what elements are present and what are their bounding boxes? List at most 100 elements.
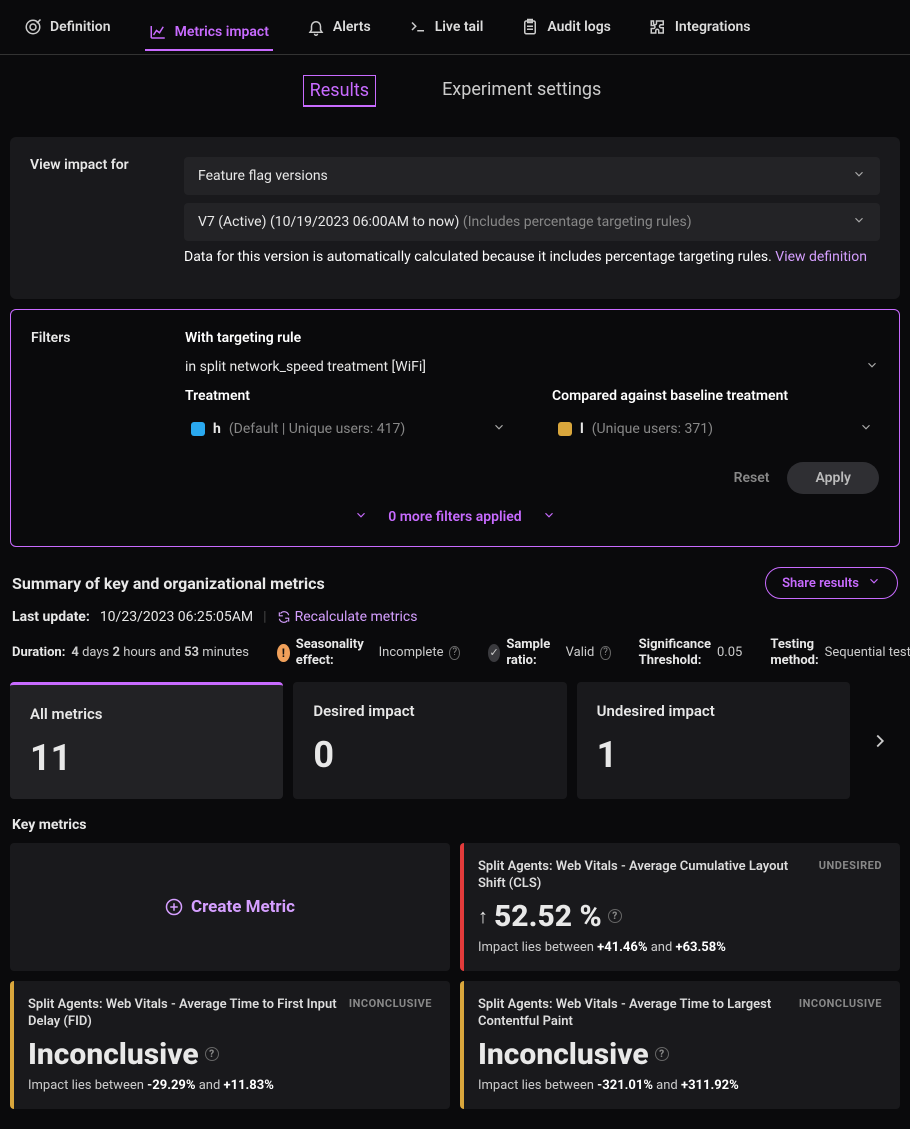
rule-value: in split network_speed treatment [WiFi] [185, 359, 426, 375]
help-icon[interactable]: ? [205, 1047, 219, 1061]
stat-label: Desired impact [313, 702, 546, 720]
help-icon[interactable]: ? [449, 646, 459, 660]
top-tabs: Definition Metrics impact Alerts Live ta… [0, 0, 910, 55]
range-low: -321.01% [597, 1078, 653, 1093]
range-mid: and [653, 1078, 681, 1093]
tab-live-tail[interactable]: Live tail [405, 10, 488, 44]
seasonality-group: ! Seasonality effect: Incomplete ? [277, 637, 460, 668]
tab-integrations[interactable]: Integrations [645, 10, 755, 44]
chevron-down-icon [542, 508, 556, 526]
create-metric-label: Create Metric [191, 897, 295, 917]
range-pre: Impact lies between [478, 940, 597, 955]
stat-card-undesired[interactable]: Undesired impact 1 [577, 682, 850, 799]
metric-badge: INCONCLUSIVE [799, 997, 882, 1010]
metric-big-value: Inconclusive [478, 1037, 649, 1072]
version-select[interactable]: V7 (Active) (10/19/2023 06:00AM to now) … [184, 203, 880, 241]
reset-button[interactable]: Reset [734, 470, 770, 486]
treatment-detail: (Default | Unique users: 417) [229, 421, 405, 437]
metric-card-cls[interactable]: Split Agents: Web Vitals - Average Cumul… [460, 843, 900, 971]
next-arrow[interactable] [860, 682, 900, 799]
sample-ratio-label: Sample ratio: [506, 637, 559, 668]
tab-audit-logs[interactable]: Audit logs [517, 10, 615, 44]
recalc-label: Recalculate metrics [295, 609, 418, 625]
select-value: Feature flag versions [198, 168, 328, 184]
duration-hours-n: 2 [112, 645, 119, 660]
more-filters-toggle[interactable]: 0 more filters applied [31, 508, 879, 526]
treatment-select[interactable]: h (Default | Unique users: 417) [185, 412, 512, 446]
metric-range: Impact lies between +41.46% and +63.58% [478, 940, 882, 955]
duration-mins-n: 53 [184, 645, 199, 660]
treatment-name: h [213, 421, 221, 437]
chevron-down-icon [865, 358, 879, 376]
check-icon: ✓ [488, 644, 500, 662]
metric-value: Inconclusive ? [478, 1037, 882, 1072]
tab-definition[interactable]: Definition [20, 10, 115, 44]
create-metric-card[interactable]: Create Metric [10, 843, 450, 971]
stat-value: 0 [313, 734, 546, 776]
feature-flag-versions-select[interactable]: Feature flag versions [184, 157, 880, 195]
refresh-icon [277, 610, 291, 624]
help-icon[interactable]: ? [655, 1047, 669, 1061]
metric-big-value: Inconclusive [28, 1037, 199, 1072]
duration-label: Duration: [12, 645, 65, 661]
arrow-up-icon: ↑ [478, 904, 488, 929]
sig-threshold-group: Significance Threshold: 0.05 [639, 637, 743, 668]
last-update-label: Last update: [12, 609, 90, 625]
metric-edge [460, 843, 464, 971]
duration-hours-u: hours and [123, 645, 181, 660]
key-metrics-title: Key metrics [0, 799, 910, 843]
puzzle-icon [649, 18, 667, 36]
metric-title: Split Agents: Web Vitals - Average Time … [478, 997, 789, 1031]
metric-range: Impact lies between -321.01% and +311.92… [478, 1078, 882, 1093]
hint-text-pre: Data for this version is automatically c… [184, 249, 775, 265]
metric-card-lcp[interactable]: Split Agents: Web Vitals - Average Time … [460, 981, 900, 1109]
tab-label: Live tail [435, 19, 484, 35]
stat-card-desired[interactable]: Desired impact 0 [293, 682, 566, 799]
help-icon[interactable]: ? [608, 909, 622, 923]
duration-group: Duration: 4 days 2 hours and 53 minutes [12, 645, 249, 661]
tab-alerts[interactable]: Alerts [303, 10, 375, 44]
targeting-rule-select[interactable]: in split network_speed treatment [WiFi] [185, 354, 879, 388]
share-results-button[interactable]: Share results [765, 567, 898, 599]
range-pre: Impact lies between [478, 1078, 597, 1093]
duration-mins-u: minutes [202, 645, 249, 660]
duration-days-u: days [82, 645, 109, 660]
seasonality-label: Seasonality effect: [296, 637, 373, 668]
range-mid: and [647, 940, 675, 955]
metric-value: ↑ 52.52 % ? [478, 899, 882, 934]
subtab-results[interactable]: Results [303, 75, 376, 107]
metric-big-value: 52.52 % [494, 899, 602, 934]
bell-icon [307, 18, 325, 36]
chevron-down-icon [492, 420, 506, 438]
apply-button[interactable]: Apply [787, 462, 879, 494]
range-low: -29.29% [147, 1078, 195, 1093]
metric-range: Impact lies between -29.29% and +11.83% [28, 1078, 432, 1093]
stat-card-all[interactable]: All metrics 11 [10, 682, 283, 799]
baseline-select[interactable]: l (Unique users: 371) [552, 412, 879, 446]
stat-value: 11 [30, 737, 263, 779]
subtab-settings[interactable]: Experiment settings [436, 75, 607, 107]
help-icon[interactable]: ? [600, 646, 610, 660]
baseline-name: l [580, 421, 584, 437]
testing-method-value: Sequential testing [825, 645, 910, 660]
filters-panel: Filters With targeting rule in split net… [10, 309, 900, 547]
chevron-down-icon [867, 574, 881, 592]
treatment-color-swatch [191, 422, 205, 436]
chart-icon [149, 23, 167, 41]
recalculate-link[interactable]: Recalculate metrics [277, 609, 418, 625]
testing-method-group: Testing method: Sequential testing [770, 637, 910, 668]
baseline-detail: (Unique users: 371) [592, 421, 713, 437]
metric-card-fid[interactable]: Split Agents: Web Vitals - Average Time … [10, 981, 450, 1109]
range-high: +63.58% [676, 940, 726, 955]
range-low: +41.46% [597, 940, 647, 955]
metric-title: Split Agents: Web Vitals - Average Cumul… [478, 859, 809, 893]
metric-badge: INCONCLUSIVE [349, 997, 432, 1010]
chevron-down-icon [852, 167, 866, 185]
chevron-right-icon [869, 730, 891, 752]
range-high: +11.83% [224, 1078, 274, 1093]
baseline-label: Compared against baseline treatment [552, 388, 879, 404]
baseline-color-swatch [558, 422, 572, 436]
view-definition-link[interactable]: View definition [775, 249, 867, 265]
tab-label: Audit logs [547, 19, 611, 35]
tab-metrics-impact[interactable]: Metrics impact [145, 15, 273, 51]
